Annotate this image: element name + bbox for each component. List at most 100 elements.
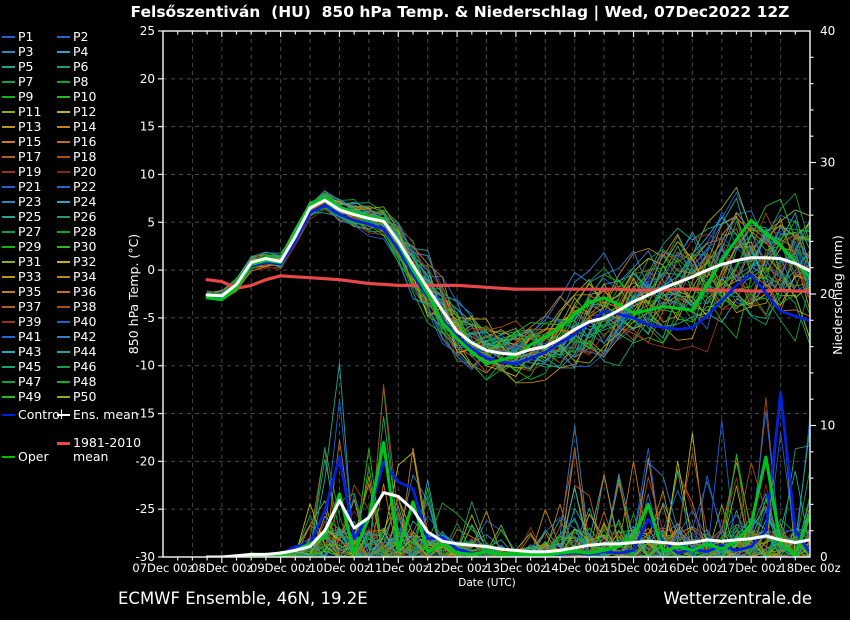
date-tick-label: 14Dec 00z [544, 561, 605, 575]
right-axis-tick-labels: 40 30 20 10 0 [820, 24, 835, 564]
legend-item: P3 [2, 45, 34, 59]
legend-item: P6 [57, 60, 89, 74]
legend-swatch [57, 290, 70, 294]
legend-swatch [57, 275, 70, 279]
legend-swatch [57, 125, 70, 129]
legend-item: P44 [57, 345, 96, 359]
legend-item: P48 [57, 375, 96, 389]
legend-swatch [2, 215, 15, 219]
legend-label: Control [18, 407, 64, 422]
legend-label: P21 [18, 179, 42, 194]
legend-swatch [57, 350, 70, 354]
legend-item: P10 [57, 90, 96, 104]
legend-swatch [2, 170, 15, 174]
legend-swatch [2, 125, 15, 129]
legend-label: P8 [73, 74, 89, 89]
date-tick-label: 07Dec 00z [132, 561, 193, 575]
legend-label: P9 [18, 89, 34, 104]
legend-item: P38 [57, 300, 96, 314]
temp-tick-label: 15 [140, 120, 155, 134]
legend-swatch [2, 365, 15, 369]
legend-swatch [57, 365, 70, 369]
legend-label: P36 [73, 284, 97, 299]
legend-swatch [2, 335, 15, 339]
legend-swatch [57, 185, 70, 189]
legend-label: P49 [18, 389, 42, 404]
legend-label: Ens. mean [73, 407, 139, 422]
legend-label: P43 [18, 344, 42, 359]
legend-item: P41 [2, 330, 41, 344]
temp-tick-label: 5 [147, 215, 155, 229]
legend-item: P42 [57, 330, 96, 344]
x-axis-title: Date (UTC) [458, 577, 516, 589]
date-tick-label: 12Dec 00z [426, 561, 487, 575]
legend-item: P17 [2, 150, 41, 164]
legend-label: P1 [18, 29, 34, 44]
legend-label: P6 [73, 59, 89, 74]
legend-swatch [57, 413, 70, 417]
legend-item: P18 [57, 150, 96, 164]
legend-label: P31 [18, 254, 42, 269]
left-axis-title: 850 hPa Temp. (°C) [126, 233, 141, 355]
legend-swatch [2, 50, 15, 54]
legend-swatch [57, 230, 70, 234]
legend-item: P9 [2, 90, 34, 104]
legend-swatch [2, 455, 15, 459]
legend-label: P28 [73, 224, 97, 239]
temp-tick-label: 25 [140, 24, 155, 38]
ensemble-legend: P1 P2 P3 P4 P5 P6 P7 P8 P9 P10 P11 P12 P13 P14 P15 P16 P… [2, 30, 152, 480]
legend-swatch [57, 95, 70, 99]
legend-label: P25 [18, 209, 42, 224]
legend-item: P47 [2, 375, 41, 389]
oper-precip-line [205, 441, 810, 557]
main-series-lines [205, 195, 810, 557]
legend-swatch [2, 80, 15, 84]
legend-swatch [2, 350, 15, 354]
legend-label: P30 [73, 239, 97, 254]
legend-swatch [2, 260, 15, 264]
legend-item: P27 [2, 225, 41, 239]
legend-item: P43 [2, 345, 41, 359]
legend-item: Control [2, 408, 63, 422]
legend-item: Oper [2, 450, 49, 464]
legend-item: P35 [2, 285, 41, 299]
legend-swatch [2, 110, 15, 114]
legend-label: P14 [73, 119, 97, 134]
legend-label: P5 [18, 59, 34, 74]
legend-swatch [57, 50, 70, 54]
legend-item: P40 [57, 315, 96, 329]
legend-label: P32 [73, 254, 97, 269]
legend-label: P19 [18, 164, 42, 179]
ens-mean-precip-line [205, 491, 810, 557]
legend-swatch [2, 200, 15, 204]
legend-label: P48 [73, 374, 97, 389]
legend-swatch [57, 380, 70, 384]
chart-title: Felsőszentiván (HU) 850 hPa Temp. & Nied… [130, 3, 790, 21]
model-info-text: ECMWF Ensemble, 46N, 19.2E [118, 589, 368, 608]
legend-item: P37 [2, 300, 41, 314]
legend-label: P33 [18, 269, 42, 284]
legend-item: P49 [2, 390, 41, 404]
legend-swatch [57, 305, 70, 309]
legend-swatch [2, 380, 15, 384]
legend-label: P3 [18, 44, 34, 59]
legend-swatch [57, 155, 70, 159]
legend-item: P21 [2, 180, 41, 194]
legend-item: P24 [57, 195, 96, 209]
left-axis-tick-labels: 25 20 15 10 5 0 -5 -10 -15 -20 -25 -30 [135, 24, 155, 564]
legend-item: P16 [57, 135, 96, 149]
temp-tick-label: -15 [135, 407, 155, 421]
legend-swatch [2, 155, 15, 159]
legend-swatch [2, 413, 15, 417]
legend-label: P29 [18, 239, 42, 254]
legend-swatch [57, 442, 70, 445]
legend-label: P44 [73, 344, 97, 359]
legend-item: P7 [2, 75, 34, 89]
legend-label: P17 [18, 149, 42, 164]
temp-tick-label: 10 [140, 167, 155, 181]
temp-tick-label: -10 [135, 359, 155, 373]
legend-swatch [57, 215, 70, 219]
legend-label: P39 [18, 314, 42, 329]
legend-label: P12 [73, 104, 97, 119]
